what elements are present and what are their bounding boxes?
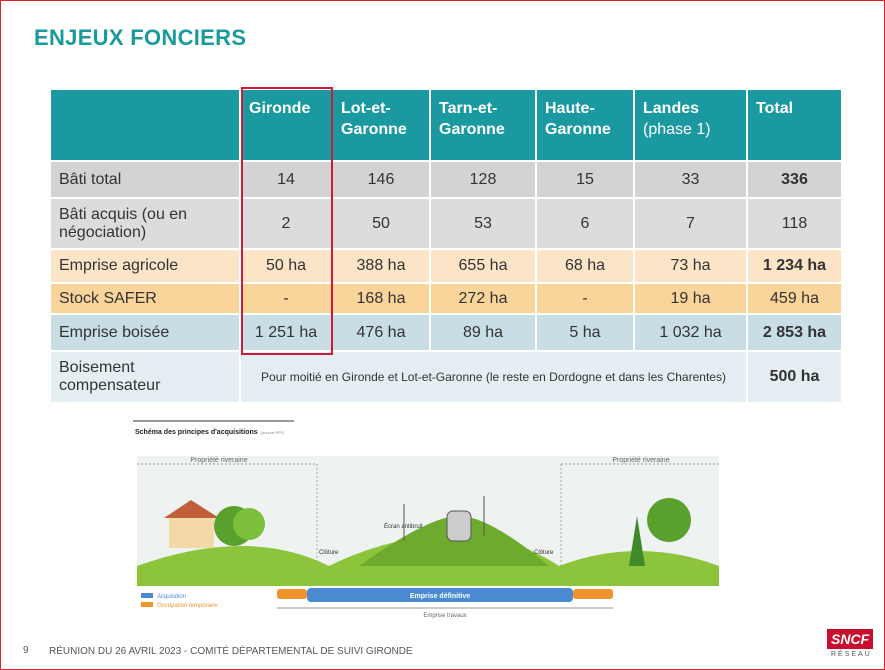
cell: 128 (429, 160, 537, 199)
header-row: Gironde Lot-et-Garonne Tarn-et-Garonne Haut… (49, 88, 843, 162)
final-zone (307, 588, 573, 602)
tree (647, 498, 691, 542)
label: Emprise définitive (410, 593, 470, 600)
roof (164, 500, 219, 518)
slide-title: ENJEUX FONCIERS (34, 25, 247, 50)
label: Clôture (534, 550, 554, 556)
legend-swatch (141, 602, 153, 607)
label: Écran antibruit (384, 523, 423, 530)
header-cell: Landes (phase 1) (633, 88, 748, 162)
header-note: (phase 1) (643, 121, 711, 138)
cell: 168 ha (331, 282, 431, 315)
table-row: Emprise boisée 1 251 ha 476 ha 89 ha 5 ha 1 0… (49, 313, 843, 352)
header-label: Landes (643, 100, 700, 117)
house (169, 516, 214, 548)
cell: 73 ha (633, 248, 748, 284)
cell: 146 (331, 160, 431, 199)
cell: 50 ha (239, 248, 333, 284)
row-label: Stock SAFER (49, 282, 241, 315)
temp-zone (573, 589, 613, 599)
cell: 118 (746, 197, 843, 250)
diagram: Schéma des principes d'acquisitions [sou… (133, 420, 719, 619)
header-label: Tarn-et-Garonne (439, 100, 505, 138)
cell: 68 ha (535, 248, 635, 284)
table-row: Emprise agricole 50 ha 388 ha 655 ha 68 ha 73… (49, 248, 843, 284)
legend-label: Occupation temporaire (157, 603, 218, 609)
table-row: Boisement compensateur Pour moitié en Gir… (49, 350, 843, 404)
land-table: Gironde Lot-et-Garonne Tarn-et-Garonne Haut… (49, 88, 843, 404)
cell: 89 ha (429, 313, 537, 352)
cell: 53 (429, 197, 537, 250)
header-label: Lot-et-Garonne (341, 100, 407, 138)
cell: 336 (746, 160, 843, 199)
table-row: Bâti acquis (ou en négociation) 2 50 53 6 7 11… (49, 197, 843, 250)
header-cell: Total (746, 88, 843, 162)
cell: 15 (535, 160, 635, 199)
diagram-title: Schéma des principes d'acquisitions (135, 429, 258, 436)
label: Propriété riveraine (612, 457, 669, 464)
cell: 33 (633, 160, 748, 199)
cell: 6 (535, 197, 635, 250)
header-cell (49, 88, 241, 162)
row-label: Boisement compensateur (49, 350, 241, 404)
row-label: Bâti total (49, 160, 241, 199)
cell: 1 234 ha (746, 248, 843, 284)
header-label: Haute-Garonne (545, 100, 611, 138)
highlight-frame (241, 87, 333, 355)
label: Propriété riveraine (190, 457, 247, 464)
train (446, 510, 472, 542)
cell: 5 ha (535, 313, 635, 352)
cell: 272 ha (429, 282, 537, 315)
cell: 1 251 ha (239, 313, 333, 352)
cell: 50 (331, 197, 431, 250)
logo: SNCF (827, 629, 874, 649)
tree (233, 508, 265, 540)
temp-zone (277, 589, 307, 599)
header-label: Gironde (249, 100, 311, 117)
header-cell: Gironde (239, 88, 333, 162)
header-cell: Tarn-et-Garonne (429, 88, 537, 162)
legend-swatch (141, 593, 153, 598)
table-row: Stock SAFER -168 ha 272 ha -19 ha 459 ha (49, 282, 843, 315)
cell: 7 (633, 197, 748, 250)
label: Emprise travaux (423, 613, 466, 619)
row-note: Pour moitié en Gironde et Lot-et-Garonne… (239, 350, 748, 404)
cell: 388 ha (331, 248, 431, 284)
row-label: Emprise boisée (49, 313, 241, 352)
header-cell: Lot-et-Garonne (331, 88, 431, 162)
legend-label: Acquisition (156, 594, 187, 600)
cell: 500 ha (746, 350, 843, 404)
cell: 655 ha (429, 248, 537, 284)
table-row: Bâti total 14 146 128 15 33 336 (49, 160, 843, 199)
row-label: Emprise agricole (49, 248, 241, 284)
page-number: 9 (23, 645, 29, 656)
label: Clôture (319, 550, 339, 556)
legend: Acquisition Occupation temporaire (141, 593, 218, 609)
diagram-source: [source RFF] (261, 430, 284, 435)
cell: 2 (239, 197, 333, 250)
cell: - (535, 282, 635, 315)
cell: 19 ha (633, 282, 748, 315)
footer-text: RÉUNION DU 26 AVRIL 2023 - COMITÉ DÉPART… (49, 646, 413, 657)
header-label: Total (756, 100, 794, 117)
cell: 459 ha (746, 282, 843, 315)
header-cell: Haute-Garonne (535, 88, 635, 162)
row-label: Bâti acquis (ou en négociation) (49, 197, 241, 250)
cell: 476 ha (331, 313, 431, 352)
cell: 2 853 ha (746, 313, 843, 352)
cell: 1 032 ha (633, 313, 748, 352)
logo-sub: RÉSEAU (831, 651, 872, 658)
tree (629, 516, 645, 566)
